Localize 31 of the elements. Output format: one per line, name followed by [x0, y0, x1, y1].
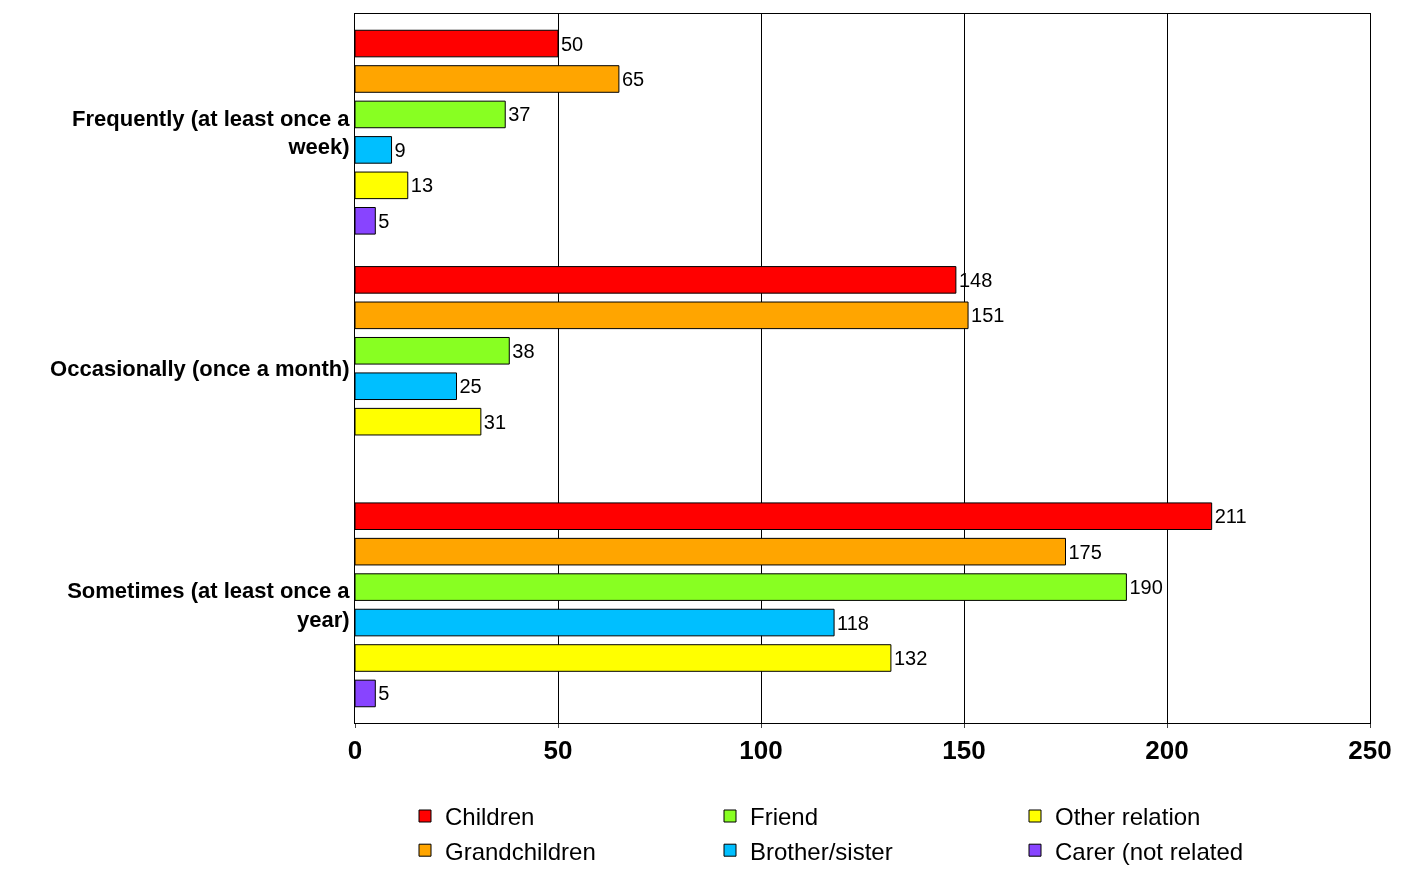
data-label: 5: [378, 682, 390, 705]
data-label: 65: [621, 68, 645, 90]
data-label: 132: [893, 647, 928, 670]
y-tick-label: Frequently (at least once a week): [72, 105, 351, 160]
x-tick-label: 150: [942, 735, 986, 766]
legend-label: Carer (not related: [1055, 837, 1244, 865]
data-label: 37: [508, 103, 531, 126]
data-label: 151: [971, 304, 1005, 327]
data-label: 13: [410, 174, 434, 197]
data-label: 38: [512, 339, 535, 362]
data-label: 25: [459, 375, 482, 398]
x-tick-label: 200: [1145, 735, 1189, 766]
x-tick-label: 100: [739, 735, 783, 766]
y-tick-label: Occasionally (once a month): [50, 356, 350, 382]
data-label: 118: [837, 611, 869, 634]
x-tick-label: 250: [1348, 735, 1392, 766]
legend-label: Brother/sister: [750, 837, 893, 865]
legend-label: Other relation: [1055, 803, 1201, 831]
x-tick-label: 0: [347, 735, 363, 766]
legend-label: Children: [445, 803, 535, 831]
data-label: 9: [394, 138, 406, 161]
legend-label: Friend: [750, 803, 819, 831]
data-label: 50: [561, 32, 584, 55]
data-label: 31: [483, 410, 507, 433]
data-label: 175: [1068, 540, 1102, 563]
data-label: 5: [378, 209, 390, 232]
y-tick-label: Sometimes (at least once a year): [67, 578, 351, 632]
data-label: 211: [1214, 505, 1247, 528]
legend-label: Grandchildren: [445, 837, 596, 865]
x-tick-label: 50: [543, 735, 573, 766]
data-label: 190: [1129, 576, 1163, 599]
